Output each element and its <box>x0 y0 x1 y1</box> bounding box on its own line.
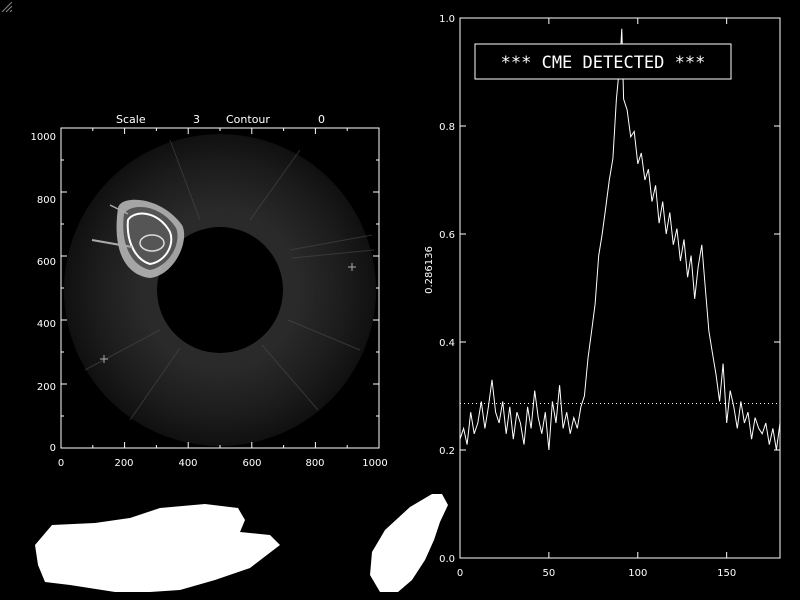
image-y-tick: 600 <box>37 257 56 268</box>
image-y-tick: 800 <box>37 195 56 206</box>
scale-value: 3 <box>193 113 200 126</box>
scale-label: Scale <box>116 113 146 126</box>
series-line <box>459 28 781 451</box>
banner-box <box>474 43 732 80</box>
chart-x-tick: 50 <box>543 568 556 579</box>
coronal-streaks <box>84 139 375 421</box>
chart-x-tick: 0 <box>457 568 463 579</box>
image-axis-ticks <box>60 127 380 449</box>
image-y-tick: 200 <box>37 382 56 393</box>
image-x-tick: 0 <box>58 458 64 469</box>
image-y-tick: 1000 <box>31 132 56 143</box>
cme-feature <box>91 199 185 278</box>
contour-value: 0 <box>318 113 325 126</box>
chart-y-axis-label: 0.286136 <box>424 246 435 294</box>
banner-text: *** CME DETECTED *** <box>501 53 706 73</box>
image-x-tick-labels: 0 200 400 600 800 1000 <box>58 458 388 469</box>
image-x-tick: 400 <box>178 458 197 469</box>
image-x-tick: 800 <box>305 458 324 469</box>
chart-y-tick-labels: 0.0 0.2 0.4 0.6 0.8 1.0 <box>439 14 455 565</box>
coronagraph-image <box>64 134 376 446</box>
image-y-tick-labels: 0 200 400 600 800 1000 <box>31 132 56 454</box>
chart-y-tick: 1.0 <box>439 14 455 25</box>
chart-x-tick-labels: 0 50 100 150 <box>457 568 736 579</box>
occulter-disk <box>157 227 283 353</box>
chart-y-tick: 0.0 <box>439 554 455 565</box>
chart-y-tick: 0.6 <box>439 230 455 241</box>
chart-x-tick: 150 <box>717 568 736 579</box>
chart-x-tick: 100 <box>628 568 647 579</box>
cme-detected-banner: *** CME DETECTED *** <box>474 43 732 80</box>
image-y-tick: 0 <box>50 443 56 454</box>
bottom-left-blob <box>35 504 280 592</box>
contour-label: Contour <box>226 113 270 126</box>
chart-y-tick: 0.2 <box>439 446 455 457</box>
chart-y-tick: 0.4 <box>439 338 455 349</box>
image-x-tick: 200 <box>114 458 133 469</box>
chart-axis-ticks <box>459 17 780 559</box>
plus-marker <box>100 263 356 363</box>
chart-y-tick: 0.8 <box>439 122 455 133</box>
resize-grip-icon[interactable] <box>0 0 12 12</box>
bottom-center-blob <box>370 494 448 592</box>
image-y-tick: 400 <box>37 319 56 330</box>
image-x-tick: 600 <box>242 458 261 469</box>
image-x-tick: 1000 <box>362 458 387 469</box>
chart-axes-frame <box>459 17 781 559</box>
